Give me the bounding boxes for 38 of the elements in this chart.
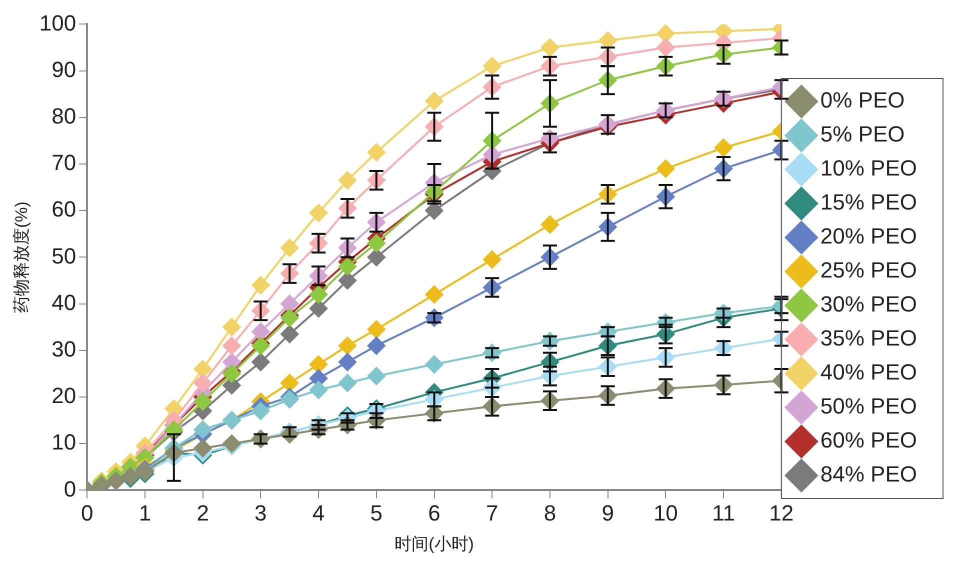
x-tick-label: 12 xyxy=(769,500,794,526)
x-tick-label: 6 xyxy=(428,500,440,526)
legend-label: 84% PEO xyxy=(820,462,918,487)
legend-label: 20% PEO xyxy=(820,224,918,249)
x-tick-label: 1 xyxy=(138,500,152,526)
y-tick-label: 90 xyxy=(52,56,76,82)
x-tick-label: 5 xyxy=(370,500,383,526)
x-axis-title: 时间(小时) xyxy=(394,534,474,554)
y-tick-label: 50 xyxy=(52,243,76,268)
legend-label: 60% PEO xyxy=(820,428,918,453)
y-tick-label: 10 xyxy=(52,430,76,455)
y-tick-label: 0 xyxy=(64,476,76,502)
legend-label: 50% PEO xyxy=(820,394,918,419)
legend-label: 10% PEO xyxy=(820,156,918,181)
y-tick-label: 30 xyxy=(52,336,76,362)
y-tick-label: 40 xyxy=(52,290,76,315)
y-tick-label: 100 xyxy=(39,10,76,36)
x-tick-label: 0 xyxy=(80,500,94,526)
legend-label: 30% PEO xyxy=(820,292,918,317)
y-tick-label: 60 xyxy=(52,196,76,222)
x-tick-label: 7 xyxy=(486,500,498,526)
legend-label: 0% PEO xyxy=(820,88,905,113)
y-tick-label: 80 xyxy=(52,103,76,128)
x-tick-label: 4 xyxy=(312,500,325,526)
legend-label: 40% PEO xyxy=(820,360,918,385)
x-tick-label: 11 xyxy=(712,500,735,526)
y-axis-title: 药物释放度(%) xyxy=(12,201,31,313)
x-tick-label: 8 xyxy=(544,500,556,526)
x-tick-label: 10 xyxy=(653,500,678,526)
x-tick-label: 9 xyxy=(602,500,614,526)
y-tick-label: 70 xyxy=(52,150,76,176)
x-tick-label: 3 xyxy=(254,500,267,526)
x-tick-label: 2 xyxy=(196,500,209,526)
legend-label: 5% PEO xyxy=(820,122,905,147)
legend-label: 35% PEO xyxy=(820,326,918,351)
legend-label: 15% PEO xyxy=(820,190,918,215)
legend-label: 25% PEO xyxy=(820,258,918,283)
y-tick-label: 20 xyxy=(52,383,76,408)
